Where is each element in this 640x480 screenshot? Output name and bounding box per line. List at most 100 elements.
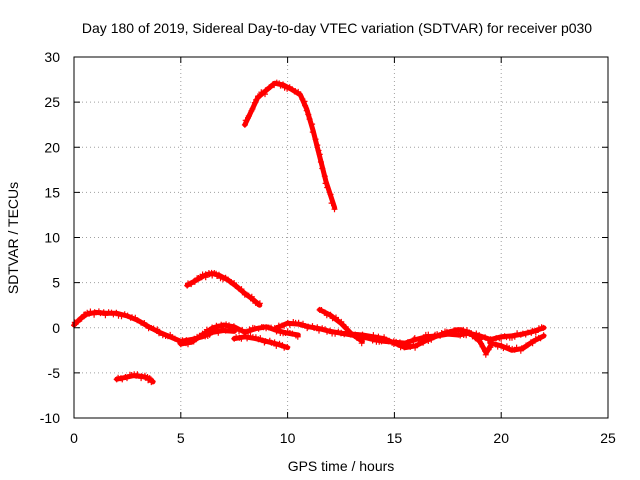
x-tick-label: 20 — [493, 430, 509, 446]
y-tick-label: 25 — [44, 94, 60, 110]
data-point — [529, 340, 536, 347]
data-point — [292, 88, 299, 95]
data-point — [489, 339, 496, 346]
data-points — [71, 79, 547, 386]
data-point — [327, 311, 334, 318]
series-baseline-d — [273, 319, 547, 348]
series-mid-arc — [184, 269, 263, 308]
data-point — [479, 343, 486, 350]
data-point — [303, 107, 310, 114]
y-tick-label: -5 — [48, 365, 61, 381]
data-point — [251, 99, 258, 106]
data-point — [156, 330, 162, 337]
series-band — [231, 334, 291, 351]
data-point — [215, 329, 222, 336]
data-point — [342, 329, 349, 336]
data-point — [529, 327, 536, 334]
data-point — [236, 328, 242, 335]
data-point — [248, 293, 255, 300]
data-point — [401, 344, 408, 351]
data-point — [257, 335, 264, 342]
data-point — [233, 326, 239, 333]
data-point — [241, 121, 248, 128]
data-point — [294, 333, 301, 340]
series-baseline-c — [231, 333, 291, 351]
series-baseline-f — [338, 326, 494, 358]
data-point — [295, 88, 302, 95]
series-baseline-g — [487, 332, 547, 354]
data-point — [315, 147, 322, 154]
data-point — [223, 321, 230, 328]
axis-ticks: 0 5 10 15 20 25 -10 -5 0 5 10 15 20 25 30 — [40, 49, 616, 446]
data-point — [390, 338, 397, 345]
data-point — [257, 92, 263, 99]
data-point — [102, 312, 109, 319]
data-point — [464, 327, 470, 334]
data-point — [121, 311, 128, 318]
x-axis-label: GPS time / hours — [288, 458, 395, 474]
data-point — [509, 334, 515, 341]
data-point — [324, 184, 331, 191]
data-point — [312, 136, 319, 143]
series-baseline-b — [177, 321, 301, 348]
data-point — [314, 142, 321, 149]
data-point — [353, 333, 360, 339]
data-point — [342, 323, 349, 330]
data-point — [519, 330, 526, 337]
data-point — [219, 324, 226, 330]
data-point — [296, 91, 303, 98]
data-point — [202, 330, 208, 337]
data-point — [532, 329, 539, 336]
data-point — [358, 340, 365, 347]
data-point — [281, 322, 288, 329]
data-point — [154, 326, 161, 333]
data-point — [149, 378, 156, 385]
data-point — [511, 333, 518, 340]
data-point — [420, 339, 427, 346]
data-point — [412, 344, 419, 351]
data-point — [482, 334, 489, 341]
data-point — [318, 307, 325, 313]
data-point — [540, 332, 547, 339]
data-point — [540, 324, 547, 331]
series-band — [242, 80, 338, 211]
x-tick-label: 0 — [70, 430, 78, 446]
data-point — [438, 330, 445, 336]
y-tick-label: 0 — [52, 320, 60, 336]
data-point — [239, 288, 246, 295]
data-point — [518, 345, 525, 352]
data-point — [359, 331, 366, 338]
data-point — [425, 338, 432, 344]
data-point — [407, 343, 414, 350]
data-point — [309, 129, 316, 136]
data-point — [255, 301, 262, 308]
data-point — [302, 102, 309, 109]
data-point — [271, 339, 278, 346]
data-point — [171, 335, 178, 342]
data-point — [311, 325, 318, 331]
data-point — [245, 292, 252, 299]
data-point — [370, 332, 377, 339]
data-point — [230, 323, 237, 330]
data-point — [216, 271, 222, 278]
data-point — [428, 336, 435, 343]
data-point — [498, 335, 505, 342]
data-point — [246, 326, 253, 333]
data-point — [150, 325, 157, 332]
grid — [74, 57, 608, 418]
data-point — [506, 345, 513, 352]
x-tick-label: 5 — [177, 430, 185, 446]
series-low-arc — [113, 371, 156, 386]
data-point — [134, 371, 141, 378]
data-point — [425, 331, 432, 338]
data-point — [185, 341, 191, 348]
data-point — [231, 280, 238, 286]
data-point — [260, 324, 267, 331]
data-point — [411, 335, 418, 342]
data-point — [452, 327, 459, 334]
data-point — [256, 300, 263, 307]
data-point — [348, 331, 355, 338]
x-tick-label: 25 — [600, 430, 616, 446]
data-point — [232, 282, 239, 289]
